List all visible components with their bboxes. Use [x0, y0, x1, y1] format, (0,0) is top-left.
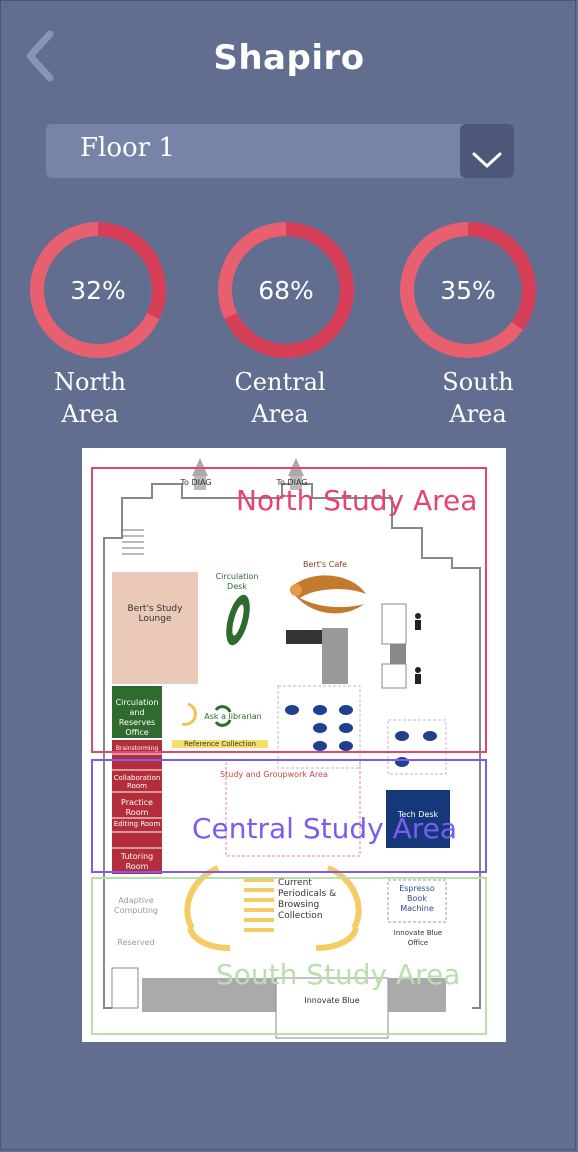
central-occupancy-gauge: 68%	[216, 220, 356, 360]
adaptive-computing-label: Adaptive Computing	[114, 896, 158, 915]
north-area-label-line1: North	[53, 368, 127, 396]
room-brainstorming-label: Brainstorming	[115, 745, 159, 752]
room-editing-label: Editing Room	[113, 820, 161, 828]
periodicals-label: Current Periodicals & Browsing Collectio…	[278, 878, 337, 921]
study-groupwork-label: Study and Groupwork Area	[220, 770, 328, 779]
page-title: Shapiro	[213, 38, 365, 78]
circulation-office-label: Circulation and Reserves Office	[115, 698, 159, 737]
south-area-label-line2: Area	[449, 400, 507, 428]
central-area-label-line2: Area	[251, 400, 309, 428]
room-practice-label: Practice Room	[121, 798, 153, 817]
chevron-down-icon	[472, 152, 502, 169]
south-area-label[interactable]: South Area	[398, 366, 558, 430]
room-collaboration-label: Collaboration Room	[113, 774, 161, 790]
north-area-label[interactable]: North Area	[10, 366, 170, 430]
north-study-area-label[interactable]: North Study Area	[236, 484, 478, 517]
reserved-label: Reserved	[117, 938, 155, 947]
berts-lounge-label: Bert's Study Lounge	[127, 604, 183, 624]
floor-dropdown-toggle[interactable]	[460, 124, 514, 178]
central-percent: 68%	[258, 276, 314, 305]
gauge-fill	[30, 222, 166, 358]
gauge-fill	[218, 222, 354, 358]
central-area-label-line1: Central	[234, 368, 326, 396]
back-button[interactable]	[22, 30, 62, 82]
south-study-area-label[interactable]: South Study Area	[216, 958, 461, 991]
north-area-label-line2: Area	[61, 400, 119, 428]
circulation-desk-label: Circulation Desk	[215, 572, 259, 591]
ask-librarian-label: Ask a librarian	[204, 712, 262, 721]
innovate-blue-label: Innovate Blue	[304, 996, 360, 1005]
to-diag-label-2: To DIAG	[276, 478, 308, 487]
south-percent: 35%	[440, 276, 496, 305]
floor-dropdown[interactable]: Floor 1	[46, 124, 514, 178]
north-percent: 32%	[70, 276, 126, 305]
floor-map[interactable]: North Study Area Central Study Area Sout…	[82, 448, 506, 1042]
espresso-label: Espresso Book Machine	[399, 884, 435, 913]
south-occupancy-gauge: 35%	[398, 220, 538, 360]
gauge-fill	[400, 222, 536, 358]
south-area-label-line1: South	[442, 368, 514, 396]
floor-dropdown-value: Floor 1	[80, 133, 175, 163]
central-study-area-label[interactable]: Central Study Area	[192, 812, 458, 845]
north-occupancy-gauge: 32%	[28, 220, 168, 360]
berts-cafe-label: Bert's Cafe	[303, 560, 347, 569]
floor-plan-drawing	[91, 458, 487, 1039]
central-area-label[interactable]: Central Area	[200, 366, 360, 430]
innovate-office-label: Innovate Blue Office	[393, 929, 443, 947]
chevron-left-icon	[26, 30, 54, 82]
reference-collection-label: Reference Collection	[183, 740, 257, 748]
room-tutoring-label: Tutoring Room	[120, 852, 154, 871]
tech-desk-label: Tech Desk	[397, 810, 439, 819]
to-diag-label-1: To DIAG	[180, 478, 212, 487]
